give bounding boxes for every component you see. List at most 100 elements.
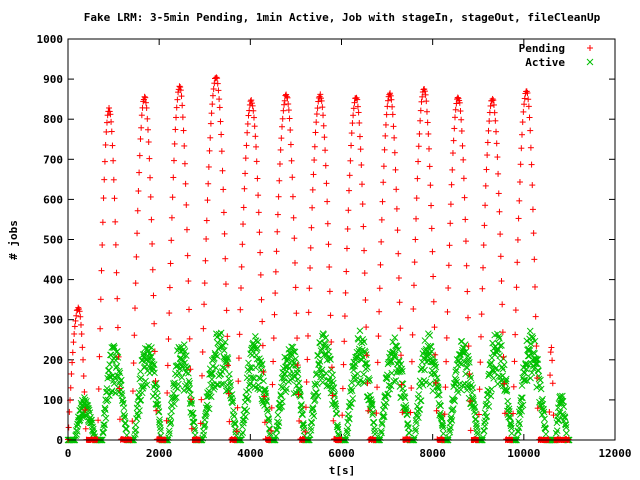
point-pending (315, 98, 322, 105)
point-pending (305, 309, 312, 316)
point-active (528, 369, 536, 377)
point-pending (78, 330, 85, 337)
point-active (481, 422, 489, 430)
point-pending (425, 130, 432, 137)
point-pending (145, 139, 152, 146)
point-pending (406, 435, 413, 442)
point-pending (519, 119, 526, 126)
point-pending (414, 175, 421, 182)
point-pending (466, 371, 473, 378)
point-pending (307, 264, 314, 271)
point-pending (382, 132, 389, 139)
point-pending (257, 249, 264, 256)
point-active (309, 404, 317, 411)
y-tick-label: 100 (43, 394, 63, 407)
point-active (253, 346, 261, 353)
point-active (295, 379, 303, 387)
point-pending (528, 161, 535, 168)
point-active (220, 347, 228, 354)
point-active (531, 350, 539, 357)
point-pending (340, 361, 347, 368)
point-pending (135, 188, 142, 195)
point-pending (532, 283, 539, 290)
point-pending (114, 324, 121, 331)
point-pending (410, 282, 417, 289)
point-active (431, 358, 438, 366)
point-pending (98, 267, 105, 274)
point-pending (462, 216, 469, 223)
point-pending (317, 95, 324, 102)
point-active (518, 407, 526, 415)
point-pending (236, 331, 243, 338)
point-pending (276, 161, 283, 168)
point-pending (173, 104, 180, 111)
point-active (265, 418, 273, 426)
point-pending (258, 296, 265, 303)
point-pending (357, 146, 364, 153)
point-pending (378, 238, 385, 245)
point-pending (308, 224, 315, 231)
point-active (216, 343, 223, 351)
point-active (435, 386, 442, 393)
point-pending (291, 235, 298, 242)
point-pending (426, 163, 433, 170)
point-active (456, 359, 464, 367)
point-pending (412, 236, 419, 243)
point-pending (457, 108, 464, 115)
point-active (134, 400, 142, 408)
point-active (390, 377, 398, 385)
point-active (134, 412, 142, 420)
point-pending (416, 130, 423, 137)
point-pending (217, 118, 224, 125)
point-pending (524, 89, 531, 96)
point-active (313, 380, 321, 387)
point-pending (277, 146, 284, 153)
point-pending (252, 133, 259, 140)
x-tick-label: 8000 (419, 447, 446, 460)
point-active (274, 411, 282, 419)
point-active (349, 395, 357, 402)
point-pending (534, 375, 541, 382)
point-active (500, 361, 508, 369)
point-pending (149, 266, 156, 273)
point-active (226, 370, 233, 378)
point-pending (484, 139, 491, 146)
point-active (490, 374, 497, 382)
point-pending (207, 120, 214, 127)
point-active (393, 342, 401, 350)
point-active (498, 342, 505, 349)
point-pending (365, 407, 372, 414)
point-pending (379, 198, 386, 205)
point-active (352, 376, 360, 383)
point-pending (418, 98, 425, 105)
point-pending (394, 227, 401, 234)
point-active (111, 344, 118, 352)
point-active (151, 369, 158, 377)
point-pending (426, 145, 433, 152)
point-pending (292, 259, 299, 266)
point-active (244, 395, 252, 402)
point-active (462, 348, 470, 355)
point-pending (253, 158, 260, 165)
legend-label-pending: Pending (519, 42, 565, 55)
point-pending (458, 116, 465, 123)
point-pending (376, 285, 383, 292)
point-pending (424, 119, 431, 126)
point-active (137, 374, 145, 382)
point-active (426, 380, 434, 388)
point-active (246, 364, 254, 372)
point-pending (77, 313, 84, 320)
point-pending (359, 201, 366, 208)
point-pending (360, 223, 367, 230)
point-active (415, 414, 422, 422)
point-pending (427, 182, 434, 189)
point-pending (106, 104, 113, 111)
point-pending (292, 284, 299, 291)
point-pending (490, 101, 497, 108)
point-pending (413, 195, 420, 202)
point-pending (397, 325, 404, 332)
point-pending (271, 311, 278, 318)
point-active (463, 364, 471, 372)
point-pending (268, 404, 275, 411)
point-active (517, 394, 525, 402)
